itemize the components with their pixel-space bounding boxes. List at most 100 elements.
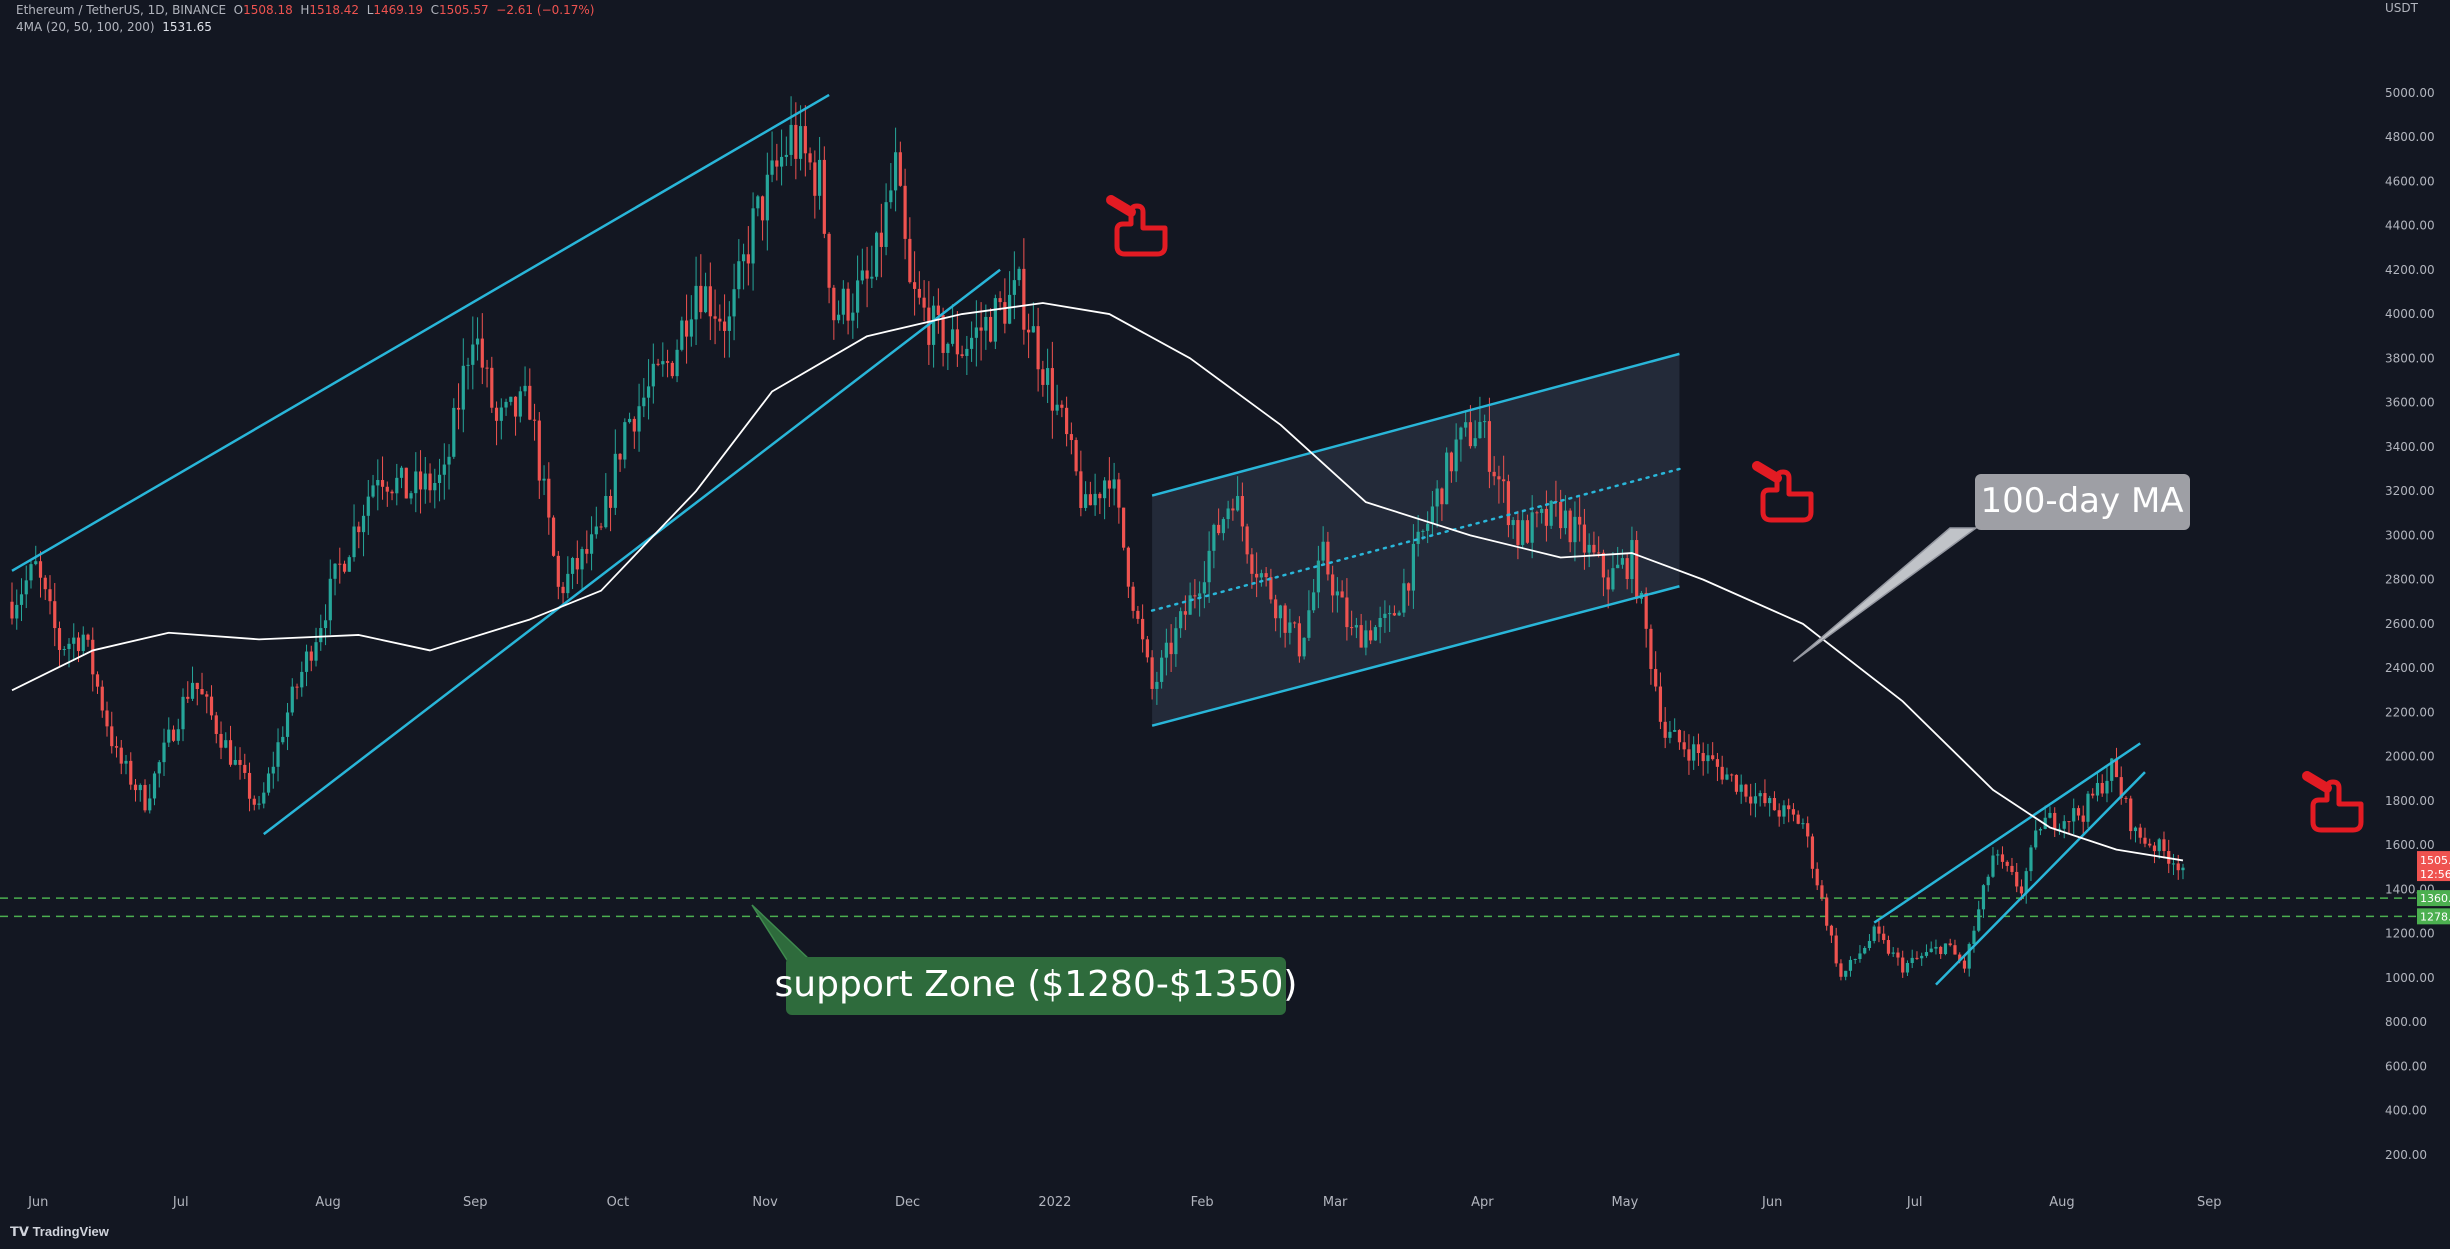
hand-pointer-icon-dec [1106,195,1168,257]
candle-body [67,643,71,650]
candle [661,342,665,377]
candle-body [1620,558,1625,565]
candle-body [1426,523,1430,531]
candle-body [1207,550,1211,583]
candle-body [879,232,883,247]
candle [2162,831,2166,859]
candle-body [499,407,503,421]
candle-body [504,401,508,408]
candle [713,289,717,345]
candle [613,429,617,515]
candle-body [143,784,147,811]
candle-body [233,759,237,765]
candle-body [62,649,66,651]
candle-body [1625,558,1629,580]
candle-body [247,772,252,799]
candle [2171,853,2176,876]
candle-body [1673,730,1677,732]
candle-body [1179,611,1183,629]
candle-body [955,329,959,355]
candle [1521,511,1525,548]
candle-body [1022,268,1026,330]
candle-body [1616,564,1620,569]
candle [190,666,195,701]
y-tick-label: 2200.00 [2385,705,2435,719]
candle [1815,862,1819,891]
candle [1050,341,1054,439]
candle [1065,396,1069,447]
candle-body [1340,591,1344,598]
candle-body [300,671,304,688]
ma-callout-box [1975,474,2190,530]
candle-body [1421,530,1425,532]
candle-body [129,760,133,785]
candle [1221,517,1225,541]
candle [608,489,613,532]
candle [186,681,190,704]
candle [1112,462,1116,506]
candle [1103,477,1107,520]
x-tick-label: Jul [1906,1195,1923,1210]
candle-body [262,792,266,804]
candle [1725,767,1729,781]
candle [779,129,784,186]
candle-body [661,361,665,365]
candle [504,398,508,416]
support-price-tag [2417,890,2450,907]
candle-body [2062,821,2066,829]
candle-body [623,422,627,460]
candle-body [1502,479,1506,482]
candle [675,339,679,383]
candle [851,293,855,339]
candle-body [1193,595,1197,597]
candle [1340,580,1344,598]
y-tick-label: 4400.00 [2385,219,2435,233]
candle [789,96,793,166]
candle-body [1202,582,1206,594]
candle-body [1245,526,1249,555]
candle [765,152,769,251]
candle [1749,783,1753,816]
candle-body [1540,508,1544,513]
candle [205,691,209,714]
candle [860,248,864,285]
candle [874,231,879,281]
candle [537,412,541,499]
current-price-countdown: 12:56:32 [2420,868,2450,881]
candle-body [1079,471,1083,508]
close-value: 1505.57 [439,3,489,17]
candle-body [2010,865,2014,872]
candle [471,316,475,390]
candle-body [1606,577,1610,590]
candle [361,504,366,557]
candle-body [1003,302,1007,324]
candle-body [960,354,964,356]
candle-body [466,364,470,366]
candle [200,672,204,695]
candle-body [2148,843,2152,846]
tradingview-logo[interactable]: 𝗧𝗩 TradingView [10,1224,109,1240]
candle-body [1027,329,1031,333]
candle [1321,526,1325,564]
candle [19,578,24,622]
candle [912,251,917,316]
candle-body [903,185,907,239]
candle-body [490,367,494,408]
candle-body [1943,943,1948,955]
candle-body [1654,668,1658,687]
candle-body [1312,592,1316,611]
candle [946,342,950,371]
candle [385,481,389,507]
candle-body [1521,520,1525,545]
candle-body [1592,544,1596,553]
candle-body [2072,808,2076,822]
candle [1763,779,1767,807]
hand-pointer-icon-may [1752,461,1814,523]
candle-body [998,298,1002,303]
candle [2133,826,2138,843]
candle-body [2095,782,2100,796]
candle-body [1226,508,1230,520]
candle [1126,546,1130,598]
candle-body [1497,476,1501,480]
